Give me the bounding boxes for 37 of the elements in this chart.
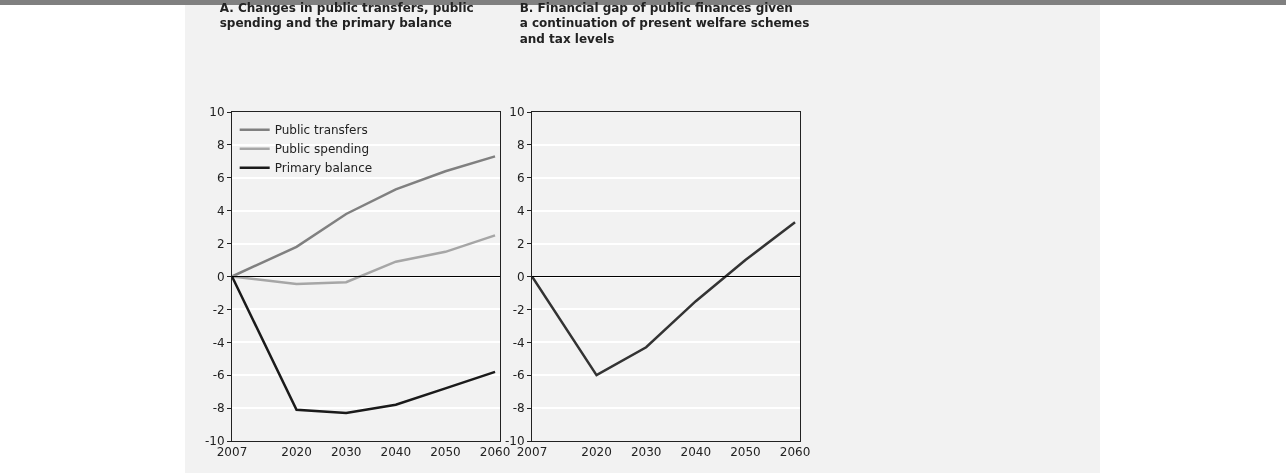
x-tick-label: 2060 <box>479 445 511 460</box>
y-tick-label: -4 <box>512 335 525 350</box>
x-tick-label: 2030 <box>330 445 362 460</box>
x-tick-label: 2007 <box>516 445 548 460</box>
y-tick-label: -2 <box>512 302 525 317</box>
y-tick-label: 4 <box>516 203 525 218</box>
legend-label: Public spending <box>274 142 370 157</box>
y-tick-label: 10 <box>209 105 225 120</box>
x-tick-label: 2030 <box>630 445 662 460</box>
y-tick-label: 2 <box>516 236 525 251</box>
x-tick-label: 2060 <box>779 445 811 460</box>
y-tick-label: -2 <box>212 302 225 317</box>
y-tick-label: -8 <box>512 401 525 416</box>
x-tick-label: 2007 <box>216 445 248 460</box>
x-tick-label: 2020 <box>581 445 612 460</box>
y-tick-label: -6 <box>512 368 525 383</box>
x-tick-label: 2050 <box>430 445 461 460</box>
y-tick-label: 6 <box>216 171 225 185</box>
y-tick-label: -6 <box>212 368 225 383</box>
y-tick-label: 8 <box>216 138 225 153</box>
y-tick-label: -8 <box>212 401 225 416</box>
chart-title: B. Financial gap of public finances given a continuation of present welfare schemes and tax levels <box>519 0 810 47</box>
x-tick-label: 2050 <box>730 445 761 460</box>
y-tick-label: -4 <box>212 335 225 350</box>
y-tick-label: 10 <box>509 105 525 120</box>
legend-label: Public transfers <box>274 123 368 138</box>
x-tick-label: 2020 <box>281 445 312 460</box>
x-tick-label: 2040 <box>380 445 412 460</box>
x-tick-label: 2040 <box>680 445 712 460</box>
legend-label: Primary balance <box>274 161 373 176</box>
y-tick-label: 0 <box>516 269 525 284</box>
y-tick-label: 8 <box>516 138 525 153</box>
y-tick-label: 0 <box>216 269 225 284</box>
chart-title: A. Changes in public transfers, public spending and the primary balance <box>219 0 474 31</box>
y-tick-label: 6 <box>516 171 525 185</box>
y-tick-label: 4 <box>216 203 225 218</box>
y-tick-label: 2 <box>216 236 225 251</box>
